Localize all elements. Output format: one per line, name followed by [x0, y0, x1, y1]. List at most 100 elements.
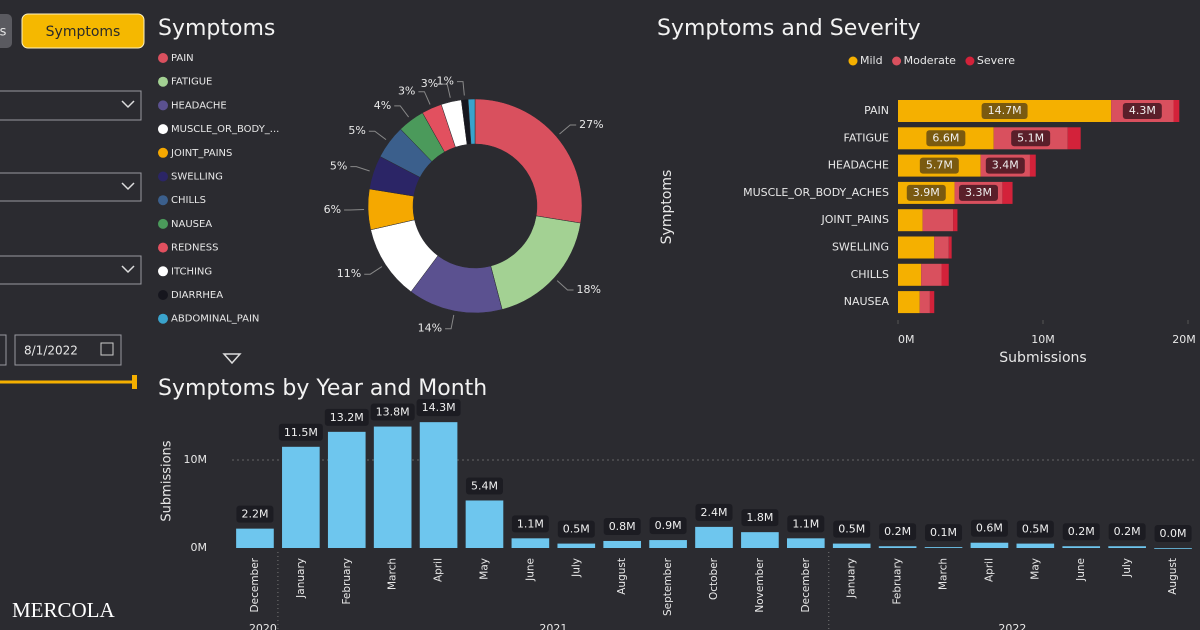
legend-marker [892, 56, 902, 66]
bar [1154, 548, 1192, 549]
data-label: 1.1M [517, 517, 544, 530]
legend-label: Mild [860, 54, 883, 67]
dropdown[interactable] [0, 172, 142, 202]
legend-marker [158, 147, 168, 158]
label-box [649, 517, 687, 535]
legend-label: NAUSEA [171, 219, 212, 230]
data-label: 14.3M [422, 401, 456, 414]
y-tick-label: SWELLING [832, 241, 889, 254]
bar-segment [898, 209, 923, 232]
y-tick-label: 0M [191, 541, 208, 554]
data-label: 5% [348, 124, 365, 137]
tab-label: Symptoms [46, 24, 121, 40]
data-label: 0.9M [655, 519, 682, 532]
x-tick-label: April [433, 558, 445, 582]
tab[interactable] [0, 14, 12, 48]
legend-marker [158, 53, 168, 63]
label-box [416, 399, 461, 417]
legend-label: Moderate [904, 54, 957, 67]
label-box [1062, 523, 1100, 541]
data-label: 0.1M [930, 526, 957, 539]
leader-line [556, 280, 574, 291]
legend-marker [158, 313, 168, 324]
bar [373, 426, 412, 548]
data-label: 0.2M [1114, 525, 1141, 538]
y-axis-label: Submissions [160, 440, 175, 521]
bar [1108, 546, 1146, 548]
data-label: 0.8M [609, 520, 636, 533]
label-box [603, 517, 641, 535]
y-tick-label: JOINT_PAINS [820, 213, 889, 226]
data-label: 18% [577, 283, 601, 296]
x-tick-label: July [1121, 558, 1133, 578]
bar-segment [1002, 181, 1013, 204]
legend-marker [158, 242, 168, 253]
slider-handle[interactable] [132, 375, 137, 389]
bar-segment [1173, 100, 1180, 122]
x-tick-label: September [662, 557, 674, 616]
expand-icon[interactable] [222, 353, 242, 365]
legend-marker [158, 124, 168, 135]
label-box [557, 520, 595, 538]
bar [878, 546, 917, 548]
x-tick-label: December [800, 557, 812, 612]
label-box [236, 505, 274, 523]
dropdown[interactable] [0, 255, 142, 285]
data-label: 1.1M [792, 517, 819, 530]
label-box [324, 408, 369, 426]
x-tick-label: June [524, 558, 536, 582]
label-box [370, 403, 415, 421]
label-box [1154, 525, 1192, 542]
dropdowns [0, 90, 142, 366]
tab[interactable] [21, 13, 145, 49]
x-tick-label: December [249, 557, 261, 612]
legend-marker [158, 266, 168, 277]
data-label: 0.6M [976, 522, 1003, 535]
data-label: 13.8M [376, 406, 410, 419]
bar [741, 532, 779, 548]
legend-label: DIARRHEA [171, 290, 223, 301]
leader-line [350, 166, 370, 172]
data-label: 4% [374, 99, 391, 112]
x-tick-label: 20M [1172, 333, 1196, 346]
bar [1016, 543, 1055, 548]
bar-segment [948, 236, 952, 259]
donut-slice [467, 98, 476, 145]
date-box[interactable] [0, 334, 7, 366]
label-box [879, 523, 917, 541]
legend-label: FATIGUE [171, 77, 212, 88]
label-box [741, 509, 779, 527]
label-box [278, 423, 323, 441]
label-box [919, 157, 959, 174]
leader-line [368, 130, 387, 141]
label-box [906, 184, 946, 201]
legend-label: CHILLS [171, 195, 206, 206]
y-tick-label: FATIGUE [844, 131, 890, 144]
bar-segment [921, 263, 942, 286]
data-label: 6% [324, 203, 341, 216]
legend-marker [158, 290, 168, 300]
data-label: 5.1M [1017, 131, 1044, 144]
dropdown[interactable] [0, 90, 142, 121]
x-tick-label: October [708, 557, 720, 600]
x-tick-label: January [846, 558, 858, 599]
label-box [925, 524, 963, 542]
x-tick-label: May [478, 558, 490, 580]
data-label: 0.2M [884, 525, 911, 538]
legend-marker [158, 171, 168, 182]
bar-segment [941, 263, 949, 286]
year-label: 2020 [249, 622, 277, 630]
bar [1062, 546, 1101, 548]
legend-label: MUSCLE_OR_BODY_... [171, 124, 279, 135]
watermark: MERCOLA [12, 598, 116, 622]
date-box[interactable] [14, 334, 122, 366]
x-tick-label: March [387, 558, 399, 590]
x-tick-label: June [1075, 558, 1087, 582]
label-box [1016, 520, 1054, 538]
bar [832, 543, 871, 548]
leader-line [445, 314, 455, 330]
bar-segment [898, 263, 922, 286]
x-tick-label: November [754, 557, 766, 612]
date-end: 8/1/2022 [24, 344, 78, 358]
